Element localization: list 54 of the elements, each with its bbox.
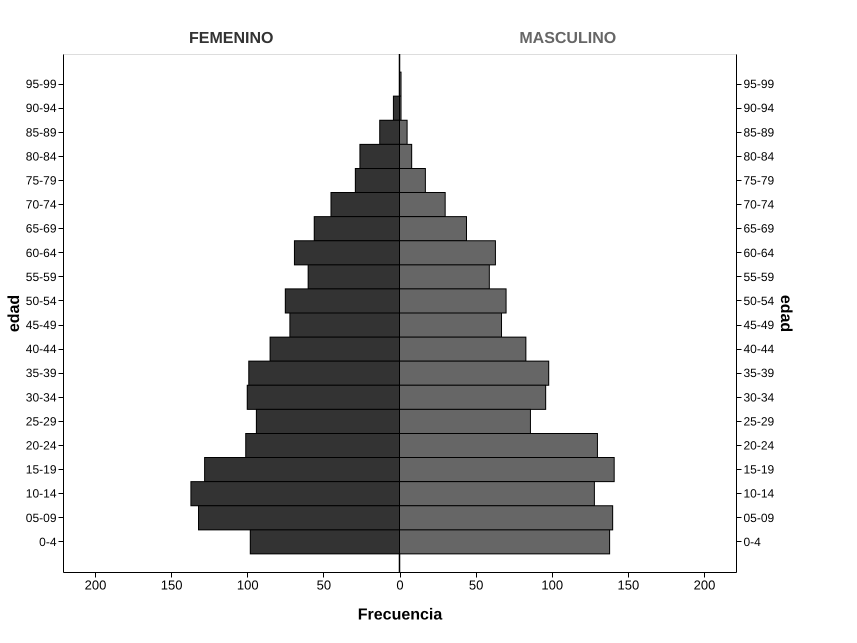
category-label: 25-29 <box>26 414 56 428</box>
x-axis-title: Frecuencia <box>358 606 442 624</box>
y-tick-label: 70-74 <box>744 198 775 212</box>
y-tick-label: 90-94 <box>744 101 775 116</box>
category-label: 45-49 <box>26 318 56 332</box>
category-label: 90-94 <box>26 101 56 116</box>
y-tick-label: 55-59 <box>744 270 775 284</box>
category-label: 20-24 <box>26 438 56 453</box>
category-label: 85-89 <box>26 125 56 140</box>
x-tick-label: 200 <box>694 578 716 592</box>
category-label: 30-34 <box>26 390 56 404</box>
y-tick-label: 40-44 <box>744 342 775 356</box>
category-label: 95-99 <box>26 77 56 92</box>
y-tick-label: 05-09 <box>744 510 775 525</box>
x-tick-label: 0 <box>396 578 404 592</box>
category-label: 75-79 <box>26 173 56 188</box>
y-tick-label: 65-69 <box>744 222 775 236</box>
y-tick-label: 35-39 <box>744 366 775 380</box>
x-tick-label: 200 <box>84 578 106 592</box>
category-label: 50-54 <box>26 294 56 308</box>
y-tick-label: 20-24 <box>744 438 775 453</box>
x-tick-label: 50 <box>468 578 484 592</box>
y-tick-label: 15-19 <box>744 462 775 477</box>
y-tick-label: 60-64 <box>744 246 775 260</box>
y-tick-label: 75-79 <box>744 173 775 188</box>
y-tick-label: 25-29 <box>744 414 775 428</box>
category-label: 10-14 <box>26 486 56 501</box>
category-label: 70-74 <box>26 198 56 212</box>
category-label: 80-84 <box>26 149 56 164</box>
category-label: 05-09 <box>26 510 56 525</box>
y-tick-label: 10-14 <box>744 486 775 501</box>
y-tick-label: 95-99 <box>744 77 775 92</box>
category-label: 40-44 <box>26 342 56 356</box>
category-label: 0-4 <box>39 534 56 549</box>
category-label: 55-59 <box>26 270 56 284</box>
category-label: 60-64 <box>26 246 56 260</box>
y-tick-label: 80-84 <box>744 149 775 164</box>
x-tick-label: 100 <box>236 578 259 592</box>
text: MASCULINO <box>519 30 616 47</box>
y-tick-label: 45-49 <box>744 318 775 332</box>
x-tick-label: 150 <box>160 578 182 592</box>
y2-axis-title: edad <box>777 294 794 332</box>
y-tick-label: 50-54 <box>744 294 775 308</box>
y-tick-label: 0-4 <box>744 534 762 549</box>
x-tick-label: 150 <box>618 578 640 592</box>
x-tick-label: 50 <box>316 578 332 592</box>
x-tick-label: 100 <box>541 578 564 592</box>
category-label: 65-69 <box>26 222 56 236</box>
text: FEMENINO <box>189 30 274 47</box>
category-label: 15-19 <box>26 462 56 477</box>
y-tick-label: 30-34 <box>744 390 775 404</box>
y-tick-label: 85-89 <box>744 125 775 140</box>
y-axis-title: edad <box>6 294 23 332</box>
category-label: 35-39 <box>26 366 56 380</box>
